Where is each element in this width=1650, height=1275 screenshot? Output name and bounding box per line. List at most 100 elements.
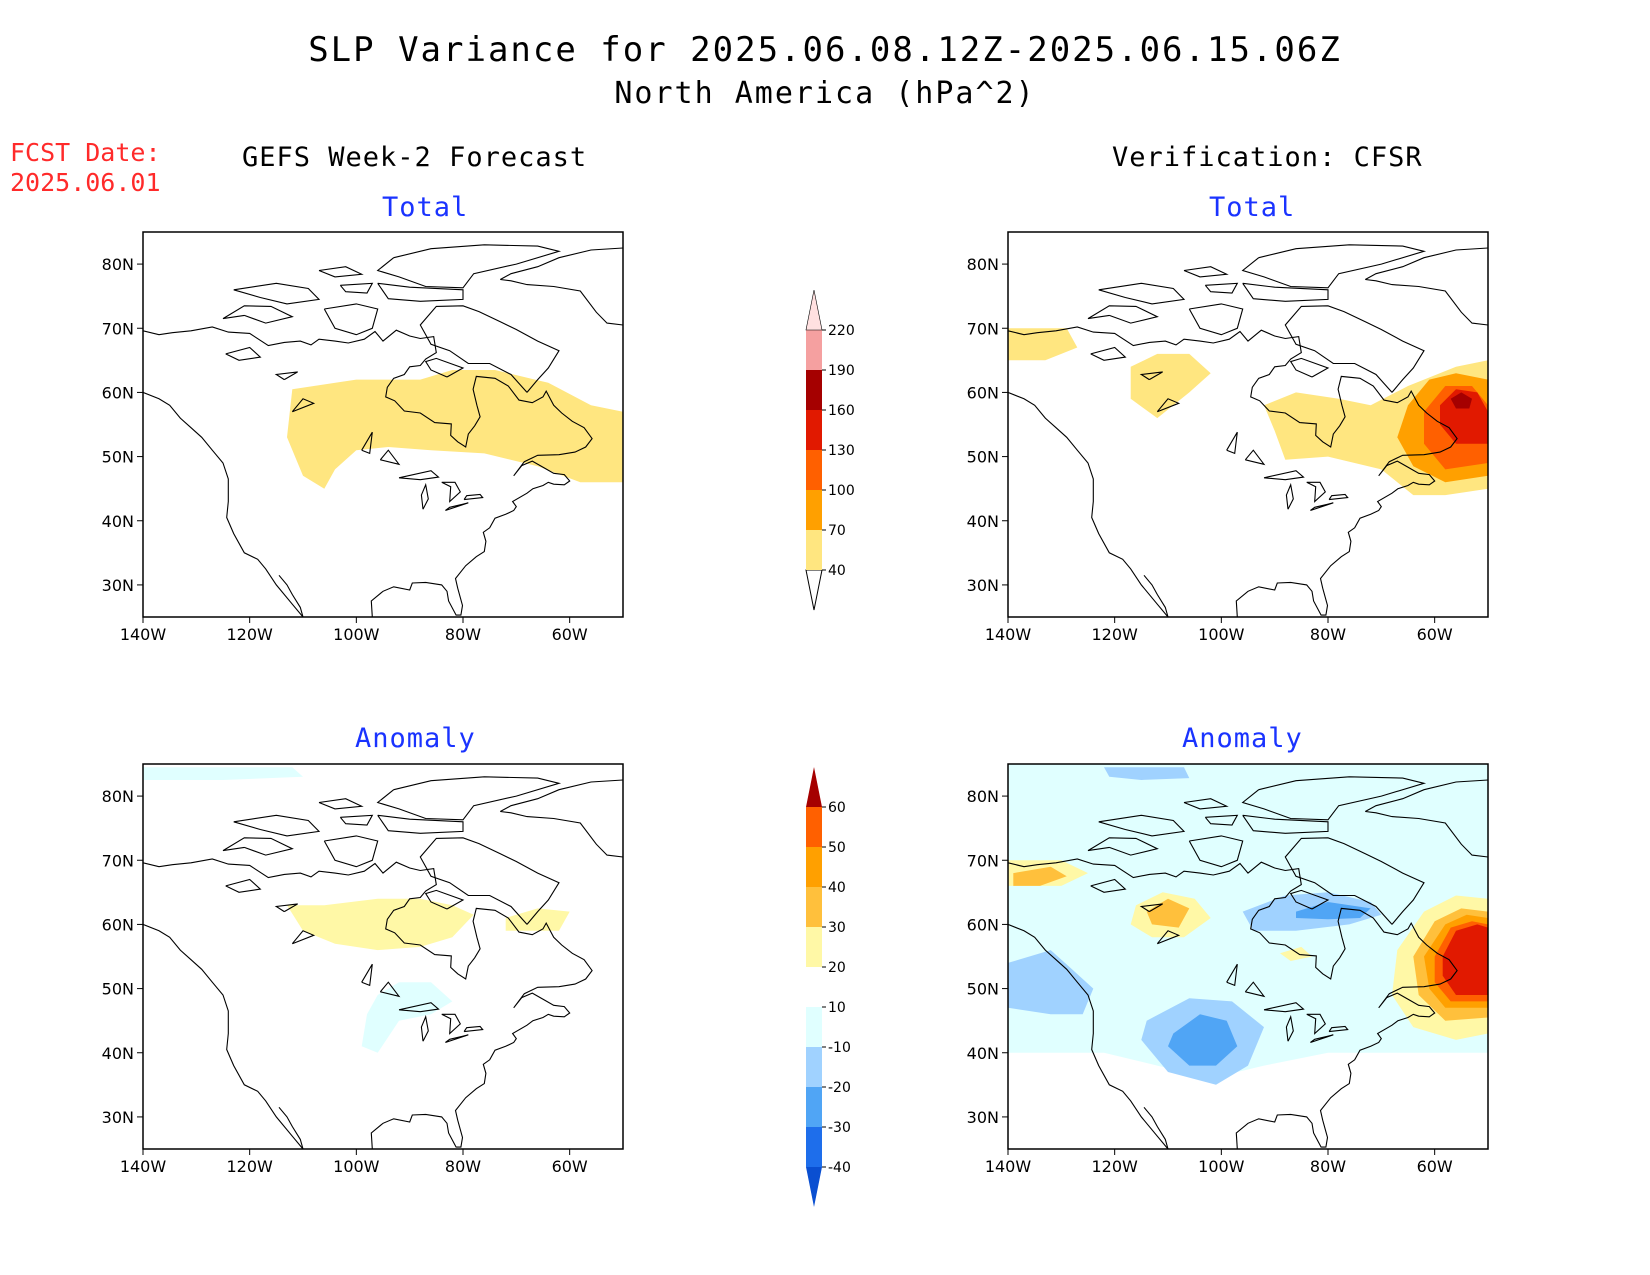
shaded-region-11 <box>1104 767 1190 780</box>
x-tick-label: 80W <box>445 1157 481 1176</box>
map-frame <box>1007 231 1489 618</box>
colorbar-upper-cap <box>805 289 823 331</box>
coastline-19 <box>463 493 484 501</box>
y-tick-label: 30N <box>967 1108 999 1127</box>
forecast-column-header: GEFS Week-2 Forecast <box>242 142 588 173</box>
y-tick-label: 80N <box>102 255 134 274</box>
coastline-8 <box>1188 303 1244 336</box>
coastline-0 <box>143 923 304 1149</box>
x-tick-label: 120W <box>1091 1157 1138 1176</box>
y-tick-label: 40N <box>102 1044 134 1063</box>
colorbar-label: 70 <box>828 523 846 539</box>
y-tick-label: 80N <box>967 255 999 274</box>
shaded-region-2 <box>1013 866 1067 886</box>
coastline-1 <box>278 574 304 617</box>
coastline-23 <box>1090 878 1127 893</box>
forecast-date-label: FCST Date: <box>10 138 161 167</box>
verification-total-map: 140W 120W 100W 80W 60W 30N 40N 50N 60N 70N 80N <box>967 231 1489 644</box>
coastline-11 <box>318 266 364 278</box>
coastline-21 <box>1156 398 1181 413</box>
coastline-17 <box>1306 1013 1326 1035</box>
colorbar-upper-cap <box>806 767 822 807</box>
coastline-2 <box>1008 326 1458 617</box>
colorbar-swatch <box>806 330 822 370</box>
coastline-12 <box>339 814 374 826</box>
coastline-1 <box>1143 1106 1169 1149</box>
forecast-total-title: Total <box>382 192 469 223</box>
coastline-15 <box>398 1002 440 1013</box>
colorbar-swatch <box>806 927 822 967</box>
coastline-22 <box>274 371 298 381</box>
coastline-22 <box>1139 371 1163 381</box>
forecast-anomaly-map: 140W 120W 100W 80W 60W 30N 40N 50N 60N 70N 80N <box>102 763 624 1176</box>
shaded-region-10 <box>1442 924 1488 995</box>
x-tick-label: 140W <box>985 1157 1032 1176</box>
y-tick-label: 80N <box>967 787 999 806</box>
coastline-3 <box>1284 305 1425 393</box>
coastline-7 <box>1098 282 1186 305</box>
coastline-2 <box>143 326 593 617</box>
x-tick-label: 140W <box>985 625 1032 644</box>
y-tick-label: 60N <box>102 383 134 402</box>
y-tick-label: 70N <box>967 319 999 338</box>
x-tick-label: 60W <box>1417 1157 1453 1176</box>
colorbar-swatch <box>806 807 822 847</box>
coastline-16 <box>420 482 429 510</box>
x-tick-label: 120W <box>1091 625 1138 644</box>
coastline-13 <box>424 357 465 378</box>
coastline-9 <box>1241 244 1427 289</box>
coastline-7 <box>233 814 321 837</box>
shaded-region-1 <box>361 982 453 1053</box>
coastline-10 <box>377 814 464 834</box>
coastline-17 <box>1306 481 1326 503</box>
coastline-3 <box>419 305 560 393</box>
x-tick-label: 140W <box>120 625 167 644</box>
coastline-17 <box>441 481 461 503</box>
coastline-12 <box>1204 814 1239 826</box>
coastline-2 <box>1008 858 1458 1149</box>
anomaly-colorbar: -40 -30 -20 -10 10 20 30 40 50 60 <box>806 767 851 1207</box>
colorbar-swatch <box>806 490 822 530</box>
shaded-region-6 <box>1450 392 1472 409</box>
coastline-8 <box>1188 835 1244 868</box>
coastline-10 <box>1242 282 1329 302</box>
colorbar-lower-cap <box>805 569 823 611</box>
x-tick-label: 100W <box>1198 1157 1245 1176</box>
coastline-22 <box>274 903 298 913</box>
colorbar-swatch <box>806 1127 822 1167</box>
coastline-8 <box>323 303 379 336</box>
colorbar-label: 10 <box>828 1000 846 1016</box>
coastline-19 <box>1328 1025 1349 1033</box>
coastline-15 <box>398 470 440 481</box>
colorbar-swatch <box>806 370 822 410</box>
coastline-18 <box>445 502 469 512</box>
coastline-19 <box>463 1025 484 1033</box>
y-tick-label: 70N <box>967 851 999 870</box>
colorbar-label: 190 <box>828 363 855 379</box>
colorbar-label: 30 <box>828 920 846 936</box>
coastline-5 <box>500 810 623 858</box>
coastline-5 <box>1365 278 1488 326</box>
map-frame <box>142 763 624 1150</box>
y-tick-label: 80N <box>102 787 134 806</box>
coastline-23 <box>1090 346 1127 361</box>
coastline-5 <box>1365 810 1488 858</box>
x-tick-label: 60W <box>1417 625 1453 644</box>
coastline-14 <box>379 981 401 998</box>
coastline-11 <box>1183 798 1229 810</box>
coastline-6 <box>1087 305 1159 324</box>
colorbar-swatch <box>806 1087 822 1127</box>
coastline-8 <box>323 835 379 868</box>
coastline-9 <box>1241 776 1427 821</box>
coastline-1 <box>278 1106 304 1149</box>
coastline-16 <box>420 1014 429 1042</box>
coastline-2 <box>143 858 593 1149</box>
colorbar-label: 40 <box>828 880 846 896</box>
colorbar-swatch <box>806 1047 822 1087</box>
x-tick-label: 80W <box>1310 1157 1346 1176</box>
x-tick-label: 120W <box>226 625 273 644</box>
shaded-region-12 <box>1008 950 1094 1015</box>
coastline-13 <box>1289 889 1330 910</box>
coastline-3 <box>1284 837 1425 925</box>
coastline-21 <box>291 398 316 413</box>
